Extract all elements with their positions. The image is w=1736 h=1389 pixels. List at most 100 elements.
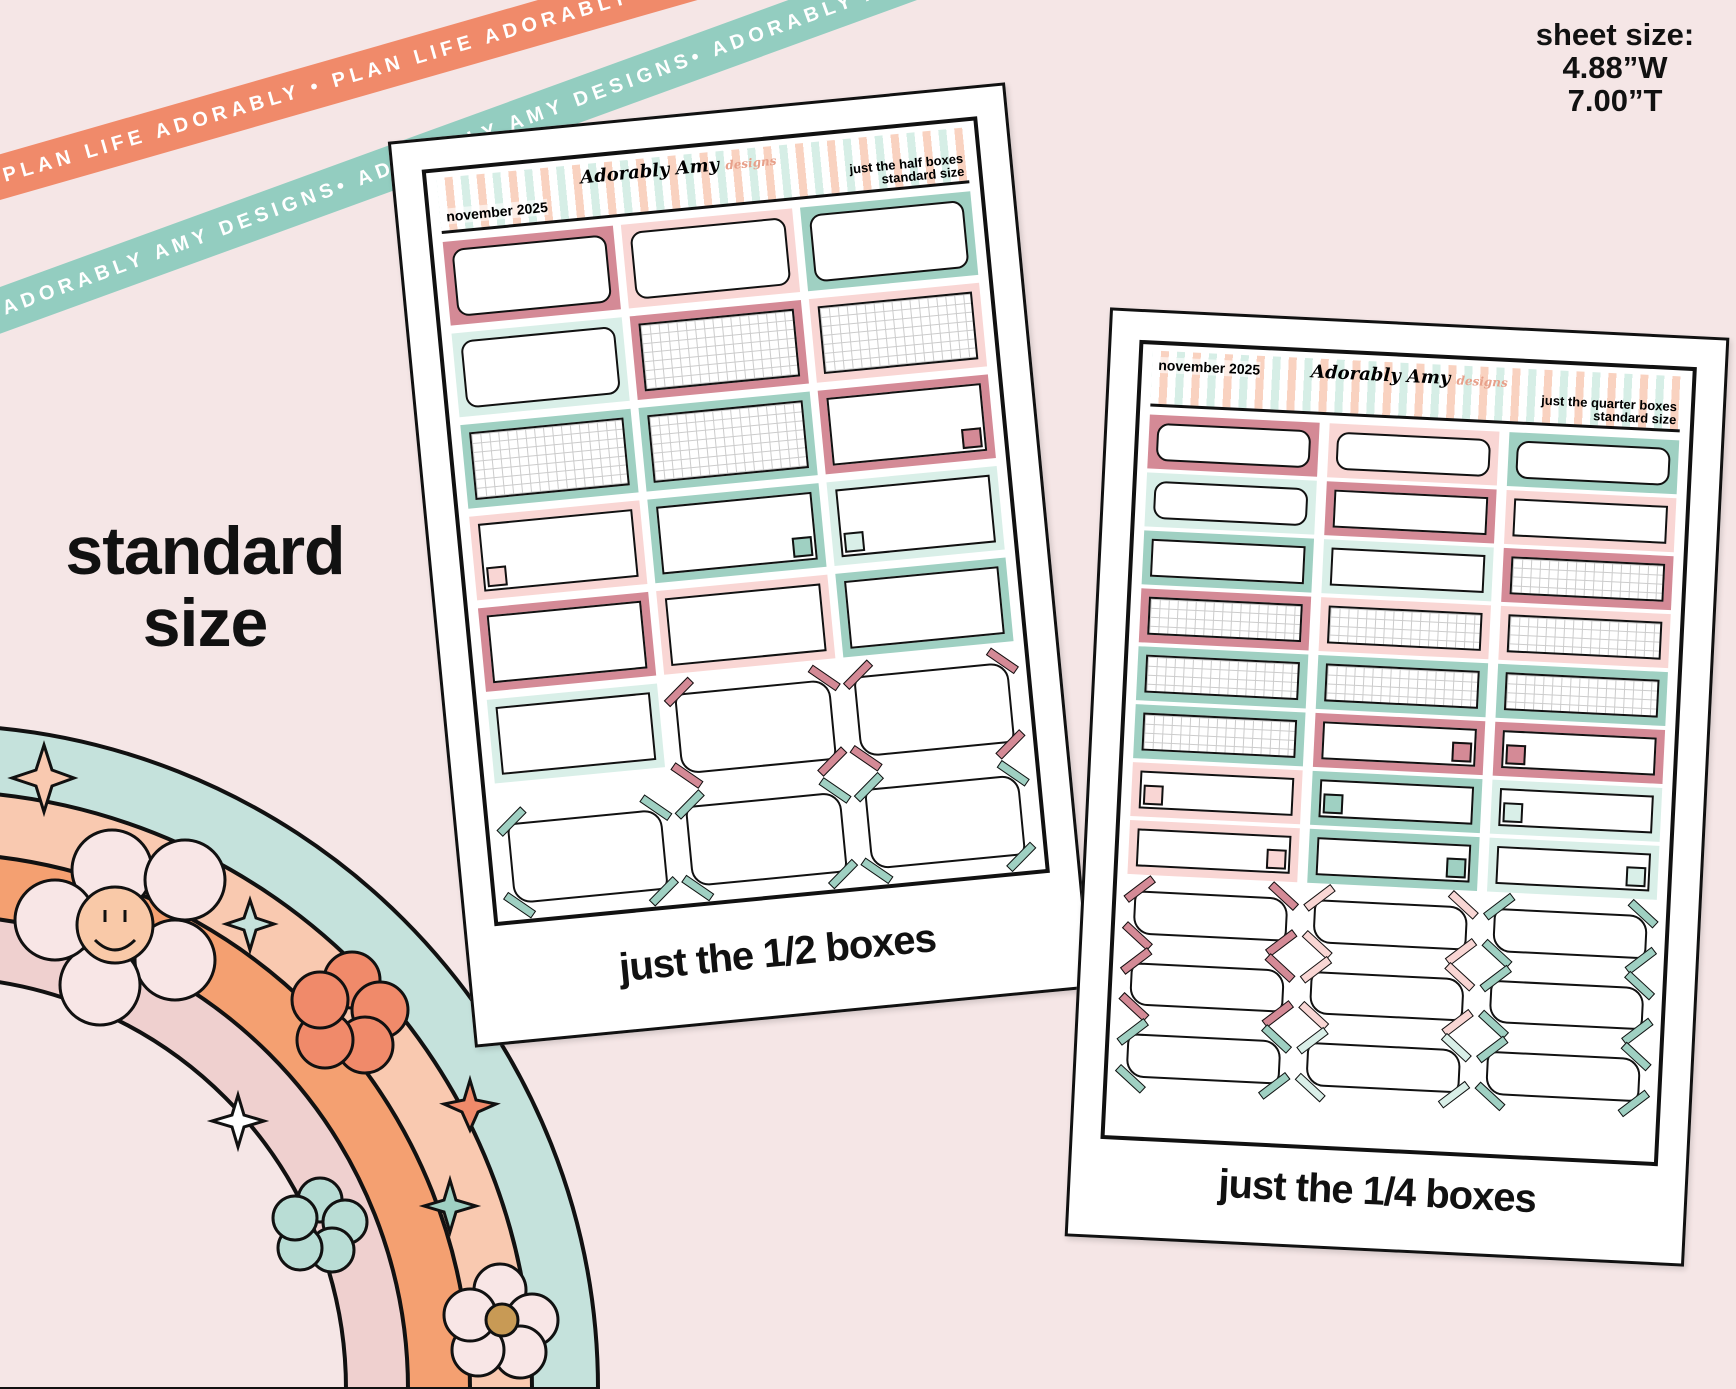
daisy-smiley-icon [13, 828, 227, 1027]
sticker-box [1114, 1018, 1293, 1100]
writing-area [1129, 961, 1285, 1013]
sticker-box [621, 208, 800, 309]
sticker-box [1118, 946, 1296, 1028]
writing-area [629, 217, 792, 300]
writing-area [647, 400, 809, 483]
writing-area [863, 774, 1027, 870]
sticker-box [1301, 883, 1479, 966]
sticker-box [1477, 964, 1656, 1046]
sticker-box [1312, 712, 1486, 776]
size-label-line2: size [142, 585, 269, 661]
writing-area [665, 583, 827, 667]
sticker-box [1298, 955, 1476, 1037]
checkbox-square [1502, 802, 1524, 824]
writing-area [469, 417, 631, 501]
writing-area [656, 491, 818, 575]
writing-area [1144, 654, 1300, 701]
writing-area [1512, 498, 1669, 544]
writing-area [1503, 672, 1660, 718]
brand-logo: Adorably Amy designs [1310, 361, 1509, 390]
sticker-grid [1114, 414, 1680, 1117]
writing-area [817, 291, 979, 375]
sticker-box [1495, 663, 1668, 727]
sheet-caption: just the 1/4 boxes [1217, 1161, 1537, 1222]
writing-area [1305, 1041, 1462, 1093]
kit-label: just the quarter boxes standard size [1540, 392, 1678, 428]
sparkle-icon [7, 740, 501, 1238]
writing-area [638, 308, 800, 392]
writing-area [1492, 907, 1649, 959]
writing-area [1132, 890, 1289, 942]
sticker-box [1489, 779, 1663, 842]
sticker-box [664, 664, 848, 789]
writing-area [1515, 440, 1671, 486]
writing-area [1312, 899, 1469, 951]
sticker-box [1318, 597, 1491, 660]
sticker-box [486, 683, 666, 784]
daisy-small-icon [442, 1262, 560, 1380]
sticker-sheet-quarter-boxes: november 2025 Adorably Amy designs just … [1064, 307, 1730, 1267]
writing-area [1125, 1033, 1282, 1085]
checkbox-square [486, 565, 508, 588]
writing-area [1332, 489, 1489, 536]
kit-label: just the half boxes standard size [848, 150, 966, 187]
sticker-box [808, 282, 988, 383]
writing-area [1506, 614, 1663, 660]
writing-area [495, 692, 657, 775]
sticker-box [460, 408, 639, 509]
writing-area [808, 199, 970, 283]
sticker-box [638, 391, 818, 492]
writing-area [843, 566, 1005, 649]
sticker-box [1327, 423, 1500, 486]
writing-area [826, 383, 988, 466]
sticker-box [1315, 655, 1489, 718]
checkbox-square [960, 427, 983, 450]
writing-area [852, 661, 1016, 758]
checkbox-square [1445, 857, 1467, 879]
writing-area [1147, 596, 1303, 643]
sticker-box [1127, 819, 1300, 883]
checkbox-square [1322, 793, 1344, 815]
checkbox-square [1142, 784, 1164, 806]
sticker-box [1307, 828, 1480, 892]
writing-area [1141, 712, 1298, 758]
writing-area [1155, 422, 1312, 469]
writing-area [1324, 663, 1480, 709]
writing-area [1488, 979, 1645, 1031]
sticker-box [451, 317, 631, 418]
sticker-box [1294, 1026, 1472, 1109]
sticker-box [1481, 892, 1659, 974]
sticker-area: november 2025 Adorably Amy designs just … [421, 116, 1050, 927]
writing-area [506, 808, 670, 905]
sheet-size-title: sheet size: [1535, 17, 1695, 52]
checkbox-square [1625, 866, 1647, 888]
size-label-line1: standard [65, 513, 345, 589]
writing-area [1326, 605, 1483, 651]
writing-area [486, 600, 648, 684]
sticker-box [1487, 837, 1660, 900]
sticker-box [853, 759, 1037, 885]
checkbox-square [1265, 848, 1287, 870]
sticker-box [1141, 530, 1315, 593]
checkbox-square [791, 536, 814, 558]
sticker-box [842, 647, 1026, 772]
sticker-box [674, 777, 858, 902]
month-label: november 2025 [445, 198, 549, 225]
checkbox-square [1505, 744, 1527, 766]
writing-area [1335, 431, 1492, 478]
writing-area [685, 791, 848, 887]
size-label: standard size [40, 515, 370, 659]
flower-orange-icon [290, 950, 410, 1075]
writing-area [674, 678, 837, 775]
sticker-box [834, 557, 1014, 658]
sticker-box [1133, 704, 1306, 767]
sticker-box [1474, 1035, 1652, 1117]
sticker-box [647, 483, 827, 584]
flower-mint-icon [271, 1176, 369, 1274]
writing-area [1308, 970, 1465, 1022]
sticker-box [629, 299, 809, 401]
sticker-box [1504, 490, 1677, 553]
sticker-box [477, 591, 657, 692]
sticker-box [1498, 605, 1671, 669]
writing-area [1509, 556, 1666, 602]
